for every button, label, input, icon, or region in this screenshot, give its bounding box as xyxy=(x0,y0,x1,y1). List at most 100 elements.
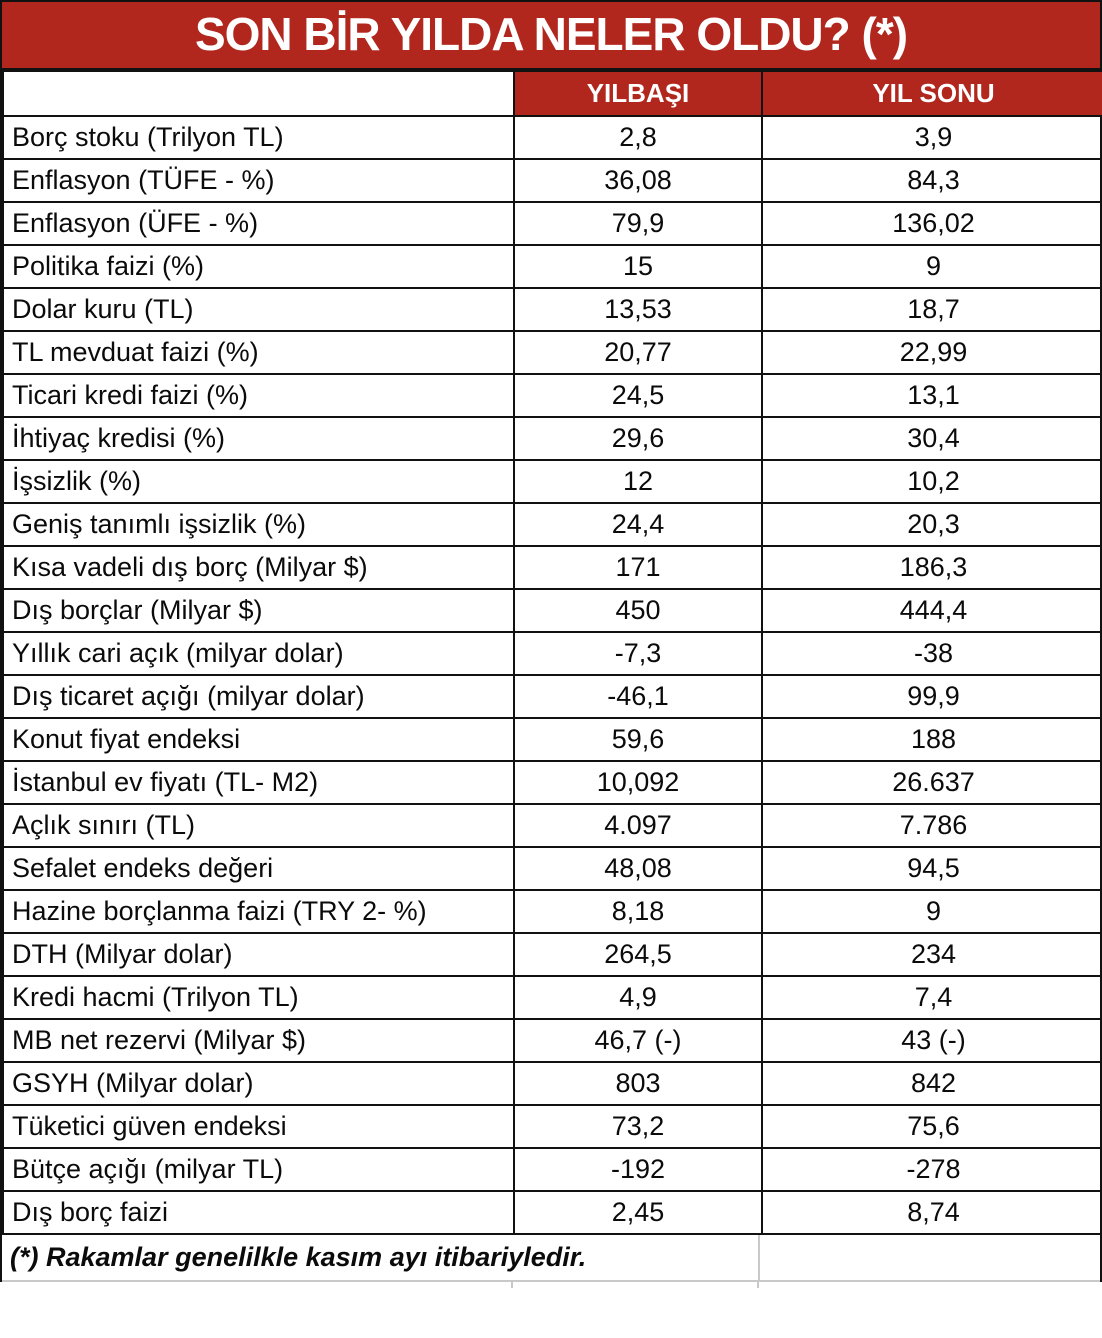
row-label: GSYH (Milyar dolar) xyxy=(2,1061,515,1106)
gridline-stub xyxy=(511,1282,513,1288)
table-row: Dış borç faizi 2,45 8,74 xyxy=(2,1190,1102,1235)
row-label: Geniş tanımlı işsizlik (%) xyxy=(2,502,515,547)
cell-yilbasi: 79,9 xyxy=(513,201,763,246)
cell-yilbasi: 29,6 xyxy=(513,416,763,461)
cell-yilbasi: -192 xyxy=(513,1147,763,1192)
row-label: İstanbul ev fiyatı (TL- M2) xyxy=(2,760,515,805)
cell-yilbasi: 59,6 xyxy=(513,717,763,762)
cell-yilsonu: 8,74 xyxy=(761,1190,1102,1235)
cell-yilbasi: 450 xyxy=(513,588,763,633)
table-row: İşsizlik (%) 12 10,2 xyxy=(2,459,1102,504)
row-label: Sefalet endeks değeri xyxy=(2,846,515,891)
sheet-gridline-strip xyxy=(0,1282,1102,1288)
cell-yilsonu: 3,9 xyxy=(761,115,1102,160)
table-row: Hazine borçlanma faizi (TRY 2- %) 8,18 9 xyxy=(2,889,1102,934)
cell-yilbasi: 20,77 xyxy=(513,330,763,375)
table-row: Kısa vadeli dış borç (Milyar $) 171 186,3 xyxy=(2,545,1102,590)
table-row: Kredi hacmi (Trilyon TL) 4,9 7,4 xyxy=(2,975,1102,1020)
gridline-stub xyxy=(757,1282,759,1288)
cell-yilsonu: 136,02 xyxy=(761,201,1102,246)
table-row: Geniş tanımlı işsizlik (%) 24,4 20,3 xyxy=(2,502,1102,547)
cell-yilbasi: 264,5 xyxy=(513,932,763,977)
cell-yilbasi: 36,08 xyxy=(513,158,763,203)
table-row: Dış ticaret açığı (milyar dolar) -46,1 99,… xyxy=(2,674,1102,719)
footnote: (*) Rakamlar genelilkle kasım ayı itibar… xyxy=(2,1235,1100,1282)
table-row: DTH (Milyar dolar) 264,5 234 xyxy=(2,932,1102,977)
table-row: Politika faizi (%) 15 9 xyxy=(2,244,1102,289)
cell-yilsonu: 43 (-) xyxy=(761,1018,1102,1063)
cell-yilsonu: 20,3 xyxy=(761,502,1102,547)
table-title: SON BİR YILDA NELER OLDU? (*) xyxy=(2,2,1100,70)
table-row: Enflasyon (ÜFE - %) 79,9 136,02 xyxy=(2,201,1102,246)
header-row: YILBAŞI YIL SONU xyxy=(2,70,1102,117)
cell-yilsonu: 18,7 xyxy=(761,287,1102,332)
cell-yilsonu: 7,4 xyxy=(761,975,1102,1020)
economic-indicators-table: SON BİR YILDA NELER OLDU? (*) YILBAŞI YI… xyxy=(0,0,1102,1282)
cell-yilsonu: 186,3 xyxy=(761,545,1102,590)
row-label: Kısa vadeli dış borç (Milyar $) xyxy=(2,545,515,590)
cell-yilbasi: 48,08 xyxy=(513,846,763,891)
row-label: Dış borçlar (Milyar $) xyxy=(2,588,515,633)
table-row: Sefalet endeks değeri 48,08 94,5 xyxy=(2,846,1102,891)
table-row: Dolar kuru (TL) 13,53 18,7 xyxy=(2,287,1102,332)
row-label: Kredi hacmi (Trilyon TL) xyxy=(2,975,515,1020)
header-blank-cell xyxy=(2,70,515,117)
cell-yilsonu: 9 xyxy=(761,244,1102,289)
cell-yilsonu: 13,1 xyxy=(761,373,1102,418)
header-yilbasi: YILBAŞI xyxy=(513,70,763,117)
table-row: Yıllık cari açık (milyar dolar) -7,3 -38 xyxy=(2,631,1102,676)
cell-yilbasi: 24,5 xyxy=(513,373,763,418)
row-label: TL mevduat faizi (%) xyxy=(2,330,515,375)
cell-yilbasi: -7,3 xyxy=(513,631,763,676)
cell-yilsonu: 22,99 xyxy=(761,330,1102,375)
cell-yilsonu: 842 xyxy=(761,1061,1102,1106)
table-row: GSYH (Milyar dolar) 803 842 xyxy=(2,1061,1102,1106)
table-row: İstanbul ev fiyatı (TL- M2) 10,092 26.637 xyxy=(2,760,1102,805)
data-table: YILBAŞI YIL SONU Borç stoku (Trilyon TL)… xyxy=(2,70,1102,1235)
cell-yilbasi: 803 xyxy=(513,1061,763,1106)
cell-yilsonu: 10,2 xyxy=(761,459,1102,504)
row-label: Enflasyon (ÜFE - %) xyxy=(2,201,515,246)
cell-yilsonu: 30,4 xyxy=(761,416,1102,461)
cell-yilsonu: 26.637 xyxy=(761,760,1102,805)
cell-yilbasi: 4,9 xyxy=(513,975,763,1020)
row-label: İşsizlik (%) xyxy=(2,459,515,504)
row-label: İhtiyaç kredisi (%) xyxy=(2,416,515,461)
cell-yilbasi: 2,8 xyxy=(513,115,763,160)
cell-yilbasi: 10,092 xyxy=(513,760,763,805)
cell-yilbasi: 15 xyxy=(513,244,763,289)
table-row: Bütçe açığı (milyar TL) -192 -278 xyxy=(2,1147,1102,1192)
cell-yilsonu: -278 xyxy=(761,1147,1102,1192)
cell-yilbasi: 24,4 xyxy=(513,502,763,547)
row-label: Konut fiyat endeksi xyxy=(2,717,515,762)
cell-yilsonu: 9 xyxy=(761,889,1102,934)
table-row: MB net rezervi (Milyar $) 46,7 (-) 43 (-) xyxy=(2,1018,1102,1063)
table-row: Açlık sınırı (TL) 4.097 7.786 xyxy=(2,803,1102,848)
row-label: MB net rezervi (Milyar $) xyxy=(2,1018,515,1063)
cell-yilsonu: 75,6 xyxy=(761,1104,1102,1149)
row-label: Dış ticaret açığı (milyar dolar) xyxy=(2,674,515,719)
cell-yilsonu: 99,9 xyxy=(761,674,1102,719)
row-label: Ticari kredi faizi (%) xyxy=(2,373,515,418)
table-row: Borç stoku (Trilyon TL) 2,8 3,9 xyxy=(2,115,1102,160)
row-label: Dolar kuru (TL) xyxy=(2,287,515,332)
table-row: Tüketici güven endeksi 73,2 75,6 xyxy=(2,1104,1102,1149)
row-label: Hazine borçlanma faizi (TRY 2- %) xyxy=(2,889,515,934)
cell-yilbasi: 73,2 xyxy=(513,1104,763,1149)
row-label: Enflasyon (TÜFE - %) xyxy=(2,158,515,203)
cell-yilbasi: 12 xyxy=(513,459,763,504)
header-yilsonu: YIL SONU xyxy=(761,70,1102,117)
cell-yilsonu: 7.786 xyxy=(761,803,1102,848)
row-label: Politika faizi (%) xyxy=(2,244,515,289)
table-row: Ticari kredi faizi (%) 24,5 13,1 xyxy=(2,373,1102,418)
cell-yilbasi: 46,7 (-) xyxy=(513,1018,763,1063)
row-label: Borç stoku (Trilyon TL) xyxy=(2,115,515,160)
row-label: Açlık sınırı (TL) xyxy=(2,803,515,848)
cell-yilbasi: 13,53 xyxy=(513,287,763,332)
cell-yilsonu: 444,4 xyxy=(761,588,1102,633)
cell-yilbasi: 4.097 xyxy=(513,803,763,848)
row-label: DTH (Milyar dolar) xyxy=(2,932,515,977)
cell-yilsonu: 188 xyxy=(761,717,1102,762)
table-row: Enflasyon (TÜFE - %) 36,08 84,3 xyxy=(2,158,1102,203)
table-row: Dış borçlar (Milyar $) 450 444,4 xyxy=(2,588,1102,633)
